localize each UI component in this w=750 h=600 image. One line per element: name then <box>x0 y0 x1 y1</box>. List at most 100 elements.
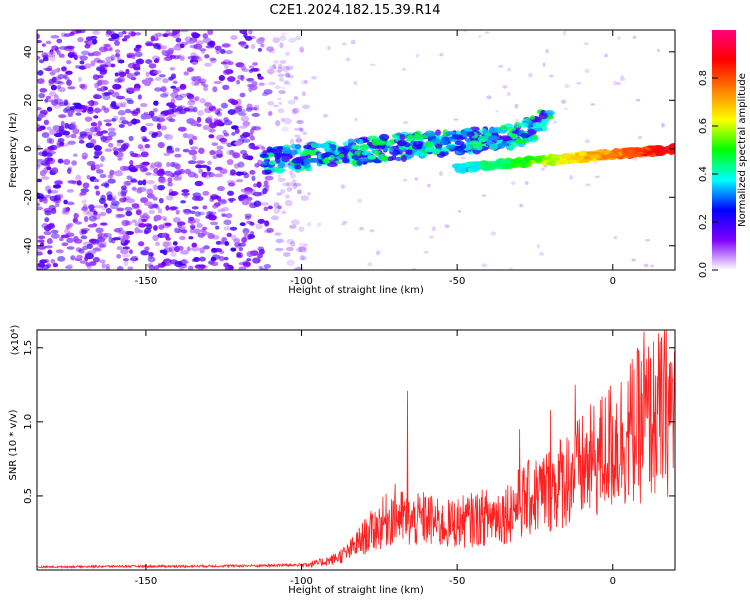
noise-blob <box>47 51 56 55</box>
noise-blob <box>158 168 165 175</box>
noise-blob <box>439 53 444 57</box>
noise-blob <box>179 93 187 98</box>
noise-blob <box>178 110 187 114</box>
noise-blob <box>90 139 96 146</box>
noise-blob <box>130 110 136 114</box>
noise-blob <box>52 167 59 174</box>
signal-blob <box>493 161 505 168</box>
noise-blob <box>156 163 162 169</box>
noise-blob <box>198 147 205 154</box>
noise-blob <box>227 182 236 187</box>
noise-blob <box>49 189 59 194</box>
noise-blob <box>165 205 170 211</box>
noise-blob <box>431 226 437 232</box>
noise-blob <box>227 190 235 196</box>
noise-blob <box>264 220 270 227</box>
signal-blob <box>500 128 507 134</box>
signal-blob <box>553 156 560 161</box>
noise-blob <box>119 116 126 121</box>
noise-blob <box>94 150 103 156</box>
noise-blob <box>444 224 450 229</box>
noise-blob <box>132 63 141 70</box>
noise-blob <box>258 191 265 196</box>
signal-blob <box>266 146 274 154</box>
noise-blob <box>121 219 130 227</box>
signal-blob <box>473 161 480 166</box>
noise-blob <box>192 218 201 224</box>
noise-blob <box>267 81 277 86</box>
noise-blob <box>54 98 64 105</box>
noise-blob <box>222 129 228 135</box>
noise-blob <box>542 62 546 67</box>
noise-blob <box>163 134 170 139</box>
noise-blob <box>37 123 41 128</box>
noise-blob <box>186 66 195 73</box>
noise-blob <box>176 105 186 111</box>
signal-blob <box>520 132 530 139</box>
noise-blob <box>235 105 243 110</box>
noise-blob <box>93 94 98 99</box>
noise-blob <box>158 74 166 78</box>
noise-blob <box>354 117 358 122</box>
noise-blob <box>269 65 277 70</box>
noise-blob <box>40 176 50 180</box>
noise-blob <box>55 249 64 254</box>
noise-blob <box>227 61 234 66</box>
noise-blob <box>584 68 590 74</box>
noise-blob <box>193 43 203 50</box>
noise-blob <box>126 175 133 180</box>
noise-blob <box>110 63 116 68</box>
noise-blob <box>226 142 233 148</box>
noise-blob <box>266 46 274 52</box>
noise-blob <box>293 95 299 101</box>
noise-blob <box>94 82 100 89</box>
noise-blob <box>47 151 56 155</box>
signal-blob <box>405 149 413 155</box>
noise-blob <box>223 119 233 126</box>
noise-blob <box>277 205 282 210</box>
signal-blob <box>570 154 580 161</box>
noise-blob <box>180 200 186 204</box>
noise-blob <box>403 178 408 182</box>
noise-blob <box>107 131 117 137</box>
noise-blob <box>170 161 176 168</box>
noise-blob <box>53 102 62 109</box>
noise-blob <box>460 156 466 160</box>
noise-blob <box>37 39 42 44</box>
noise-blob <box>153 44 161 49</box>
noise-blob <box>130 119 136 124</box>
noise-blob <box>143 111 149 115</box>
noise-blob <box>222 213 227 218</box>
noise-blob <box>144 114 152 119</box>
noise-blob <box>264 186 270 192</box>
noise-blob <box>120 191 127 196</box>
noise-blob <box>189 120 199 127</box>
signal-blob <box>372 159 382 164</box>
noise-blob <box>142 136 147 142</box>
noise-blob <box>171 108 179 113</box>
noise-blob <box>116 246 123 251</box>
snr-panel: -150 -100 -50 0 0.5 1.0 1.5 Height of straigh… <box>8 325 676 596</box>
noise-blob <box>274 232 282 236</box>
y-tick-label: 1.5 <box>23 340 34 356</box>
noise-blob <box>45 95 52 100</box>
signal-blob <box>380 156 389 161</box>
noise-blob <box>150 162 156 169</box>
noise-blob <box>111 118 117 122</box>
noise-blob <box>57 193 64 199</box>
noise-blob <box>290 240 296 247</box>
noise-blob <box>66 246 75 250</box>
noise-blob <box>84 116 93 122</box>
signal-blob <box>424 130 436 137</box>
signal-blob <box>501 136 513 141</box>
signal-blob <box>353 138 361 143</box>
noise-blob <box>38 113 45 119</box>
noise-blob <box>158 197 164 204</box>
noise-blob <box>177 245 184 251</box>
noise-blob <box>118 124 125 128</box>
noise-blob <box>229 169 236 176</box>
noise-blob <box>222 84 230 91</box>
noise-blob <box>112 115 119 121</box>
noise-blob <box>210 106 217 111</box>
noise-blob <box>141 218 147 223</box>
